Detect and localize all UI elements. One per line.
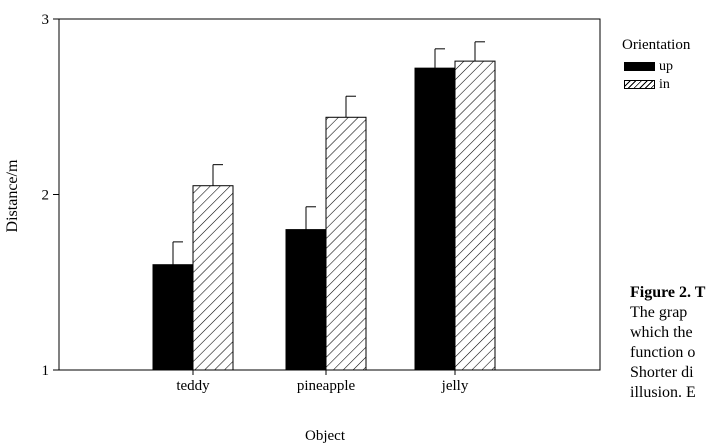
y-tick-label: 2 xyxy=(42,188,50,204)
legend-item-up: up xyxy=(624,59,673,75)
y-tick-label: 1 xyxy=(42,363,50,379)
bar-in-pineapple xyxy=(325,116,367,371)
bar-up-jelly xyxy=(414,67,456,371)
legend-item-in: in xyxy=(624,77,670,93)
y-tick-label: 3 xyxy=(42,12,50,28)
bar-up-teddy xyxy=(152,264,194,371)
x-tick-label: pineapple xyxy=(297,378,356,394)
figure-caption: Figure 2. T The grap which the function … xyxy=(630,283,726,403)
legend-swatch-in xyxy=(624,80,655,90)
caption-line: The grap xyxy=(630,304,688,321)
caption-title: Figure 2. T xyxy=(630,284,706,301)
caption-line: function o xyxy=(630,344,696,361)
caption-line: Shorter di xyxy=(630,364,694,381)
y-axis-label: Distance/m xyxy=(4,159,21,232)
bar-up-pineapple xyxy=(285,229,327,371)
bar-in-jelly xyxy=(454,60,496,371)
x-tick-label: teddy xyxy=(176,378,210,394)
legend-title: Orientation xyxy=(622,37,691,53)
legend-swatch-up xyxy=(624,62,655,72)
caption-line: which the xyxy=(630,324,693,341)
legend-label-up: up xyxy=(659,59,673,74)
x-tick-label: jelly xyxy=(441,378,469,394)
legend-label-in: in xyxy=(659,77,670,92)
x-axis-label: Object xyxy=(305,428,346,444)
caption-line: illusion. E xyxy=(630,384,696,401)
bar-in-teddy xyxy=(192,185,234,371)
